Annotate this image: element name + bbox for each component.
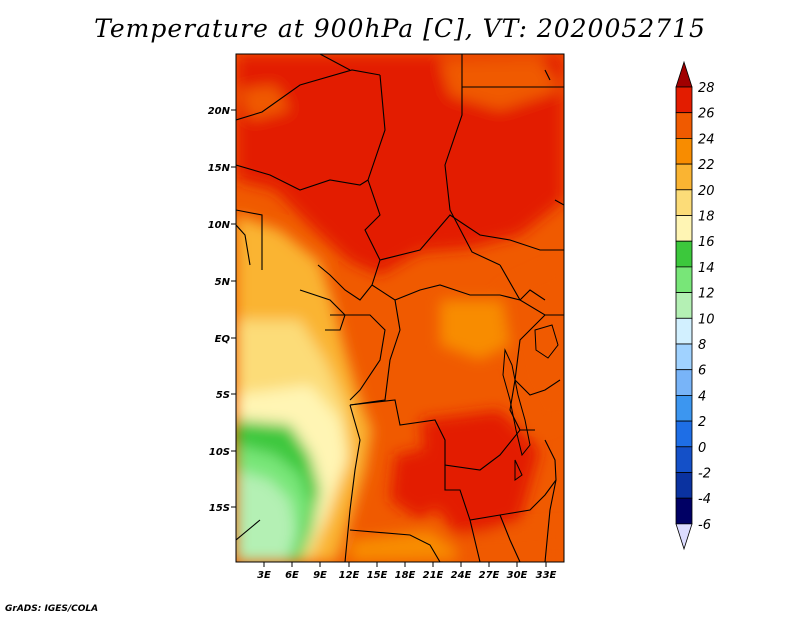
colorbar-max-arrow — [675, 60, 693, 88]
colorbar-swatch — [675, 420, 693, 448]
colorbar-label: -2 — [698, 467, 711, 482]
colorbar-swatch — [675, 215, 693, 242]
colorbar-swatch — [675, 240, 693, 268]
latitude-axis: 20N 15N 10N 5N EQ 5S 10S 15S — [208, 106, 236, 514]
colorbar-swatch — [675, 189, 693, 216]
lat-label: 10N — [208, 220, 231, 231]
lon-label: 18E — [395, 570, 416, 581]
colorbar-swatch — [675, 112, 693, 139]
colorbar-swatch — [675, 292, 693, 319]
lat-label: 10S — [209, 447, 230, 458]
temperature-field — [236, 54, 564, 562]
lat-label: 20N — [208, 106, 231, 117]
lat-label: 5S — [216, 390, 230, 401]
lat-label: 15S — [209, 503, 230, 514]
colorbar-label: 6 — [698, 364, 706, 379]
lon-label: 3E — [257, 570, 271, 581]
colorbar-swatch — [675, 369, 693, 396]
map-frame — [235, 53, 565, 563]
lat-label: 15N — [208, 163, 231, 174]
lon-label: 33E — [536, 570, 557, 581]
lon-label: 12E — [339, 570, 360, 581]
colorbar-swatch — [675, 472, 693, 499]
colorbar-label: -4 — [698, 492, 711, 507]
lon-label: 15E — [367, 570, 388, 581]
lon-label: 6E — [285, 570, 299, 581]
country-borders — [236, 54, 564, 562]
colorbar-label: 16 — [698, 235, 715, 250]
colorbar-swatch — [675, 86, 693, 114]
colorbar-label: 0 — [698, 441, 706, 456]
lon-label: 24E — [451, 570, 472, 581]
colorbar-label: -6 — [698, 518, 711, 533]
colorbar-label: 14 — [698, 261, 715, 276]
colorbar-label: 20 — [698, 184, 715, 199]
colorbar-swatch — [675, 497, 693, 525]
colorbar-label: 2 — [698, 415, 706, 430]
colorbar-swatch — [675, 446, 693, 473]
lat-label: EQ — [215, 334, 231, 345]
colorbar-swatch — [675, 394, 693, 422]
lon-label: 21E — [423, 570, 444, 581]
colorbar-label: 28 — [698, 81, 715, 96]
longitude-axis: 3E 6E 9E 12E 15E 18E 21E 24E 27E 30E 33E — [257, 562, 557, 581]
colorbar-label: 10 — [698, 312, 715, 327]
colorbar-swatch — [675, 266, 693, 293]
lat-label: 5N — [215, 277, 231, 288]
lon-label: 9E — [313, 570, 327, 581]
colorbar-min-arrow — [675, 523, 693, 551]
colorbar-label: 26 — [698, 107, 715, 122]
colorbar-swatch — [675, 163, 693, 191]
lon-label: 30E — [507, 570, 528, 581]
colorbar-label: 22 — [698, 158, 715, 173]
colorbar-label: 12 — [698, 287, 715, 302]
lon-label: 27E — [479, 570, 500, 581]
colorbar-swatch — [675, 317, 693, 345]
colorbar-swatch — [675, 343, 693, 371]
lakes — [502, 324, 559, 481]
colorbar-label: 8 — [698, 338, 706, 353]
map-title: Temperature at 900hPa [C], VT: 202005271… — [94, 14, 706, 43]
colorbar-label: 18 — [698, 210, 715, 225]
grads-credit: GrADS: IGES/COLA — [5, 604, 99, 614]
colorbar-swatch — [675, 137, 693, 165]
colorbar-label: 4 — [698, 389, 706, 404]
colorbar-label: 24 — [698, 132, 715, 147]
